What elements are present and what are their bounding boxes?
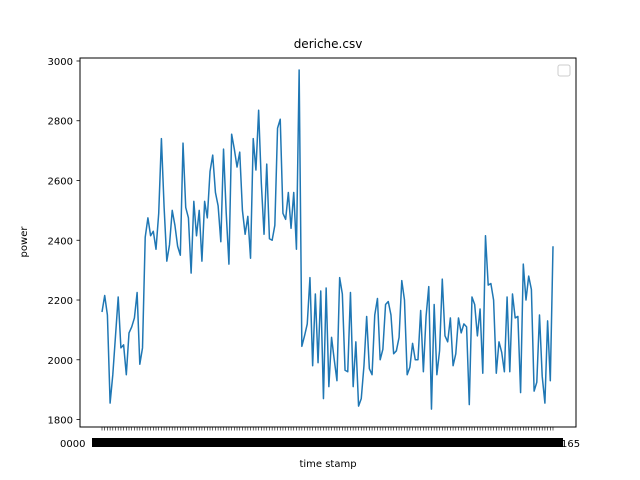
y-axis-label: power xyxy=(19,226,30,258)
legend-box xyxy=(557,64,571,77)
x-tick-label-band xyxy=(92,438,563,447)
y-tick-label: 2800 xyxy=(48,117,73,128)
chart-title: deriche.csv xyxy=(294,37,363,51)
y-tick-label: 3000 xyxy=(48,57,73,68)
x-tick-label-last: 165 xyxy=(561,439,580,450)
x-axis-label: time stamp xyxy=(299,459,356,470)
y-axis-ticks: 1800 2000 2200 2400 2600 2800 3000 xyxy=(48,57,80,427)
y-tick-label: 2600 xyxy=(48,177,73,188)
y-tick-label: 2200 xyxy=(48,296,73,307)
y-tick-label: 1800 xyxy=(48,416,73,427)
series-line xyxy=(101,69,554,410)
axes-frame xyxy=(79,57,577,428)
x-axis-ticks: 0000 165 xyxy=(60,427,580,450)
series-layer xyxy=(101,69,554,410)
y-tick-label: 2000 xyxy=(48,356,73,367)
x-tick-label-first: 0000 xyxy=(60,439,85,450)
plot-area: 1800 2000 2200 2400 2600 2800 3000 0000 165 xyxy=(48,57,581,450)
y-tick-label: 2400 xyxy=(48,236,73,247)
